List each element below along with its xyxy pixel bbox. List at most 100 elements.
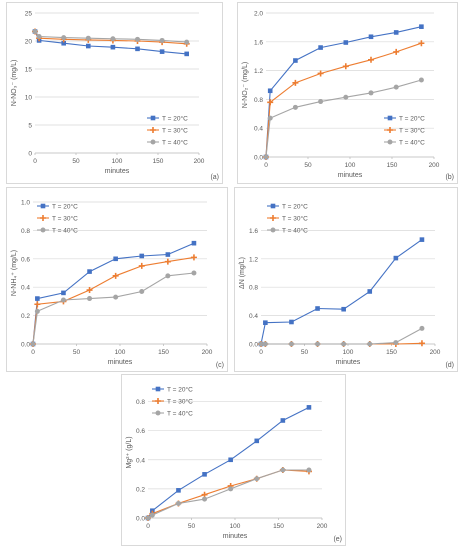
legend-label: T = 20°C (399, 114, 425, 122)
series-line (147, 406, 310, 519)
data-point (139, 288, 145, 294)
data-point (318, 99, 324, 105)
x-tick-label: 100 (115, 349, 126, 356)
data-point (135, 36, 140, 42)
series-line (147, 469, 309, 519)
y-tick-label: 2.0 (254, 11, 263, 18)
data-point (34, 301, 41, 308)
y-tick-label: 0.6 (136, 428, 145, 435)
y-tick-label: 0.4 (254, 126, 263, 133)
legend-marker (40, 203, 46, 209)
series-line (260, 239, 423, 345)
data-point (254, 438, 260, 444)
x-tick-label: 100 (343, 349, 354, 356)
data-point (367, 341, 373, 347)
x-tick-label: 100 (230, 523, 241, 530)
data-point (341, 341, 347, 347)
legend-marker (150, 127, 156, 133)
legend-label: T = 40°C (399, 138, 425, 146)
y-axis-title: N-NO₂⁻ (mg/L) (242, 62, 249, 108)
x-axis-title: minutes (105, 168, 130, 175)
series-t30 (145, 466, 312, 521)
legend-marker (40, 215, 46, 221)
panel-label: (e) (333, 536, 342, 543)
x-tick-label: 50 (72, 158, 80, 165)
data-point (30, 341, 36, 347)
data-point (293, 58, 298, 63)
legend-label: T = 30°C (399, 126, 425, 134)
data-point (159, 37, 165, 43)
x-tick-label: 0 (31, 349, 35, 356)
legend-marker (270, 203, 276, 209)
y-tick-label: 0.8 (254, 97, 263, 104)
data-point (393, 255, 399, 261)
data-point (87, 269, 92, 274)
x-axis-title: minutes (336, 359, 361, 366)
series-t30 (30, 254, 197, 347)
data-point (254, 476, 260, 482)
series-t40 (258, 325, 425, 347)
legend-marker (270, 227, 276, 233)
data-point (419, 237, 425, 242)
legend-marker (155, 398, 161, 404)
y-tick-label: 0.4 (21, 285, 30, 292)
data-point (35, 296, 40, 301)
x-axis-title: minutes (338, 172, 363, 179)
series-line (34, 31, 187, 55)
y-tick-label: 0.2 (21, 313, 30, 320)
series-t20 (145, 405, 312, 521)
data-point (34, 308, 40, 314)
y-tick-label: 20 (25, 39, 33, 46)
data-point (343, 94, 349, 100)
panel-label: (a) (210, 174, 219, 181)
data-point (343, 40, 349, 45)
data-point (165, 252, 171, 257)
x-tick-label: 100 (112, 158, 123, 165)
data-point (317, 70, 324, 77)
x-tick-label: 0 (259, 349, 263, 356)
legend-label: T = 30°C (282, 214, 308, 222)
data-point (138, 262, 145, 269)
x-tick-label: 0 (33, 158, 37, 165)
panel-label: (b) (445, 174, 454, 181)
data-point (149, 512, 155, 518)
data-point (393, 48, 400, 55)
data-point (175, 500, 181, 506)
legend-marker (155, 410, 161, 416)
y-tick-label: 1.0 (21, 200, 30, 207)
chart-d: 0.0 0.4 0.8 1.2 1.6 0 50 100 150 200 minutes ΔN (mg… (239, 202, 454, 369)
data-point (306, 467, 312, 473)
data-point (139, 253, 145, 259)
data-point (258, 341, 264, 347)
y-axis-title: N-NO₃⁻ (mg/L) (11, 60, 18, 107)
data-point (288, 341, 294, 347)
y-tick-label: 1.6 (249, 228, 258, 235)
panel-label: (c) (216, 362, 224, 369)
data-point (418, 40, 425, 47)
chart-panel-d: 0.0 0.4 0.8 1.2 1.6 0 50 100 150 200 minutes ΔN (mg… (234, 187, 458, 372)
chart-e: 0.0 0.2 0.4 0.6 0.8 0 50 100 150 200 minutes Mg²⁺ (… (126, 385, 342, 543)
series-line (32, 242, 195, 345)
y-axis-title: ΔN (mg/L) (239, 257, 246, 289)
legend-label: T = 20°C (282, 202, 308, 210)
x-tick-label: 50 (304, 162, 312, 169)
y-axis-title: N-NH₄⁺ (mg/L) (11, 250, 18, 296)
series-t40 (32, 28, 190, 45)
x-tick-label: 200 (194, 158, 205, 165)
x-tick-label: 150 (158, 349, 169, 356)
legend-label: T = 40°C (162, 138, 188, 146)
data-point (368, 34, 374, 40)
data-point (262, 341, 268, 347)
data-point (267, 88, 273, 94)
data-point (60, 297, 66, 303)
data-point (61, 35, 67, 41)
series-t40 (30, 270, 197, 347)
legend-marker (387, 127, 393, 133)
series-line (34, 31, 187, 45)
x-tick-label: 150 (387, 162, 398, 169)
x-tick-label: 200 (429, 162, 440, 169)
x-axis-title: minutes (108, 359, 133, 366)
x-axis-title: minutes (223, 533, 248, 540)
data-point (419, 325, 425, 331)
y-tick-label: 0.8 (136, 399, 145, 406)
